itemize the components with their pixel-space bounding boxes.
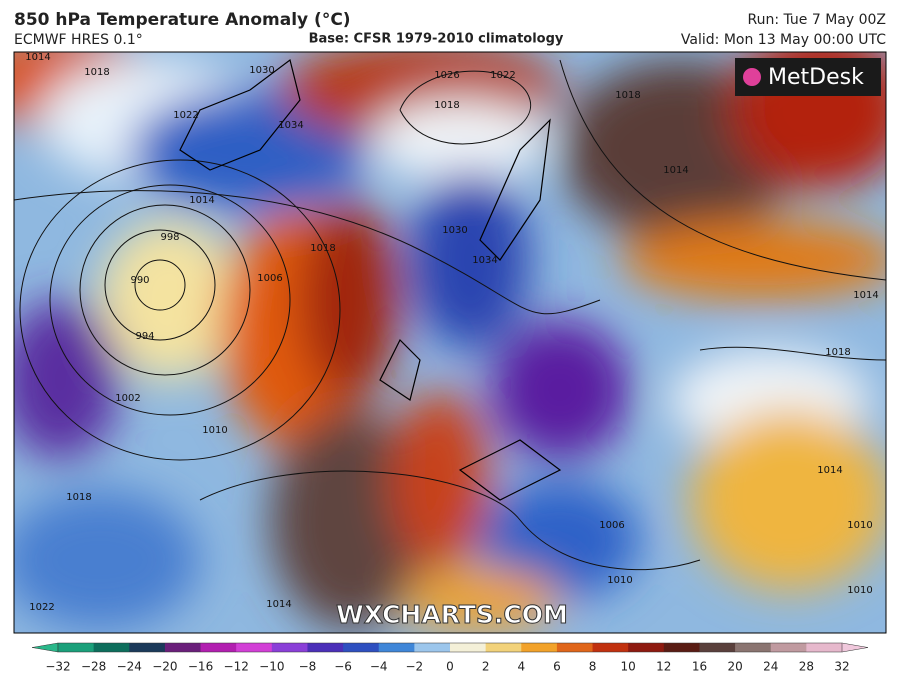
isobar-label: 1014 (817, 465, 842, 476)
isobar-label: 1006 (599, 520, 624, 531)
colorbar-segment (164, 643, 202, 652)
colorbar-label: 4 (517, 660, 525, 674)
isobar-label: 998 (160, 232, 179, 243)
isobar-label: 1018 (825, 347, 850, 358)
isobar-label: 1030 (249, 65, 274, 76)
colorbar-segment (343, 643, 380, 652)
isobar-label: 1010 (202, 425, 227, 436)
colorbar-segment (663, 643, 700, 652)
colorbar-label: −8 (299, 660, 317, 674)
isobar-label: 1034 (278, 120, 303, 131)
isobar-label: 1022 (173, 110, 198, 121)
colorbar-label: 0 (446, 660, 454, 674)
isobar-label: 1018 (615, 90, 640, 101)
colorbar-label: −20 (152, 660, 177, 674)
isobar-label: 1014 (266, 599, 291, 610)
colorbar-segment (93, 643, 130, 652)
colorbar-segment (378, 643, 415, 652)
colorbar-segment (770, 643, 807, 652)
colorbar-segment (200, 643, 237, 652)
isobar-label: 1014 (853, 290, 878, 301)
colorbar-segment (129, 643, 166, 652)
isobar-label: 1006 (257, 273, 282, 284)
colorbar-label: −2 (406, 660, 424, 674)
isobar-label: 1034 (472, 255, 497, 266)
colorbar-frame (57, 642, 843, 653)
colorbar-segment (58, 643, 95, 652)
colorbar-label: −10 (259, 660, 284, 674)
colorbar-label: −6 (334, 660, 352, 674)
base: Base: CFSR 1979-2010 climatology (309, 32, 564, 47)
colorbar-label: 12 (656, 660, 671, 674)
colorbar-segment (236, 643, 273, 652)
colorbar-label: −24 (117, 660, 142, 674)
isobar-label: 1002 (115, 393, 140, 404)
isobar-label: 1014 (189, 195, 214, 206)
colorbar-label: −32 (45, 660, 70, 674)
isobar-label: 1010 (847, 520, 872, 531)
isobar-label: 1018 (84, 67, 109, 78)
colorbar-label: −4 (370, 660, 388, 674)
run: Run: Tue 7 May 00Z (747, 12, 886, 28)
isobar-label: 1010 (607, 575, 632, 586)
isobar-label: 990 (130, 275, 149, 286)
valid: Valid: Mon 13 May 00:00 UTC (681, 32, 886, 48)
colorbar-label: 8 (589, 660, 597, 674)
colorbar-segment (271, 643, 308, 652)
colorbar-label: 20 (727, 660, 742, 674)
isobar-label: 1014 (25, 52, 50, 63)
isobar-label: 1010 (847, 585, 872, 596)
colorbar-segment (556, 643, 594, 652)
colorbar-segment (485, 643, 522, 652)
logo-icon (743, 68, 761, 86)
colorbar-segment (806, 643, 843, 652)
colorbar-segment (307, 643, 344, 652)
isobar-label: 1026 (434, 70, 459, 81)
colorbar-label: 28 (799, 660, 814, 674)
colorbar-label: 10 (621, 660, 636, 674)
colorbar-arrow-right (841, 642, 869, 653)
colorbar-label: −28 (81, 660, 106, 674)
colorbar-arrow-left (31, 642, 59, 653)
isobar-label: 1018 (434, 100, 459, 111)
isobar-label: 1014 (663, 165, 688, 176)
colorbar-segment (450, 643, 487, 652)
colorbar-label: −12 (224, 660, 249, 674)
isobar-label: 1018 (66, 492, 91, 503)
isobar-label: 1022 (29, 602, 54, 613)
colorbar-label: 2 (482, 660, 490, 674)
colorbar-segment (628, 643, 665, 652)
colorbar-label: 24 (763, 660, 778, 674)
watermark: WXCHARTS.COM (336, 600, 568, 629)
colorbar-label: 6 (553, 660, 561, 674)
isobar-label: 994 (135, 331, 154, 342)
map-frame (13, 51, 887, 634)
isobar-label: 1022 (490, 70, 515, 81)
colorbar-label: 16 (692, 660, 707, 674)
colorbar-segment (699, 643, 736, 652)
colorbar: −32 −28 −24 −20 −16 −12 −10 −8 −6 −4 −2 0 2 4 6 8 10 12 16… (31, 642, 869, 674)
colorbar-segment (735, 643, 772, 652)
isobars (14, 59, 886, 571)
logo: MetDesk (768, 65, 864, 90)
colorbar-segment (414, 643, 451, 652)
isobar-labels: 1014 1018 1030 1022 1034 1026 1022 1018 1018 1014… (25, 52, 878, 613)
isobar-label: 1018 (310, 243, 335, 254)
title: 850 hPa Temperature Anomaly (°C) (14, 10, 351, 30)
model: ECMWF HRES 0.1° (14, 32, 143, 48)
colorbar-label: 32 (834, 660, 849, 674)
coastlines (179, 58, 562, 501)
colorbar-label: −16 (188, 660, 213, 674)
colorbar-segment (521, 643, 558, 652)
isobar-label: 1030 (442, 225, 467, 236)
colorbar-segment (592, 643, 629, 652)
map: 1014 1018 1030 1022 1034 1026 1022 1018 1018 1014… (14, 52, 886, 633)
